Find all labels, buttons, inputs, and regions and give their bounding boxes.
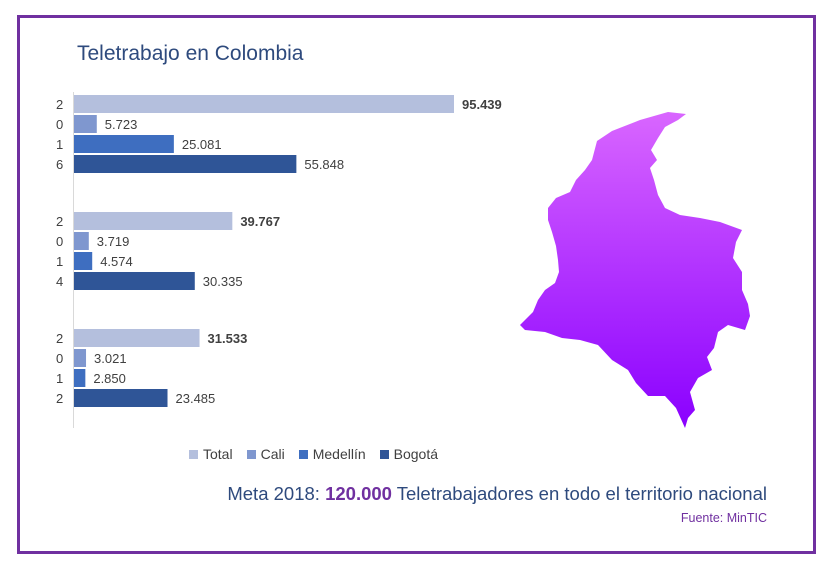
source-note: Fuente: MinTIC (680, 511, 767, 525)
data-label-total-group-3: 31.533 (208, 331, 248, 346)
data-label-cali-group-2: 3.719 (97, 234, 130, 249)
data-label-cali-group-1: 5.723 (105, 117, 138, 132)
data-label-total-group-2: 39.767 (240, 214, 280, 229)
data-label-total-group-1: 95.439 (462, 97, 502, 112)
legend-swatch-total (189, 449, 198, 459)
bar-bogota-group-2 (74, 272, 195, 290)
legend-item-bogota: Bogotá (379, 446, 438, 462)
y-tick-label: 2 (56, 214, 63, 229)
data-label-bogota-group-2: 30.335 (203, 274, 243, 289)
y-tick-label: 2 (56, 97, 63, 112)
data-label-medellin-group-3: 2.850 (93, 371, 126, 386)
legend-swatch-medellin (298, 449, 308, 459)
y-tick-label: 0 (56, 117, 63, 132)
data-label-cali-group-3: 3.021 (94, 351, 127, 366)
legend-label-total: Total (203, 446, 233, 462)
legend-label-cali: Cali (260, 446, 285, 462)
bar-medellin-group-3 (74, 369, 86, 387)
bar-bogota-group-3 (74, 389, 168, 407)
y-tick-label: 0 (56, 351, 63, 366)
chart-legend: Total Cali Medellín Bogotá (189, 446, 438, 462)
legend-item-total: Total (189, 446, 233, 462)
y-tick-label: 2 (56, 391, 63, 406)
y-tick-label: 2 (56, 331, 63, 346)
bar-medellin-group-2 (74, 252, 93, 270)
y-tick-label: 4 (56, 274, 63, 289)
goal-suffix: Teletrabajadores en todo el territorio n… (396, 483, 767, 504)
legend-item-medellin: Medellín (298, 446, 366, 462)
y-tick-label: 6 (56, 157, 63, 172)
bar-medellin-group-1 (74, 135, 174, 153)
legend-swatch-bogota (379, 449, 389, 459)
data-label-medellin-group-1: 25.081 (182, 137, 222, 152)
data-label-bogota-group-3: 23.485 (176, 391, 216, 406)
y-tick-label: 1 (56, 371, 63, 386)
y-tick-label: 1 (56, 254, 63, 269)
legend-label-medellin: Medellín (312, 446, 366, 462)
chart-title: Teletrabajo en Colombia (77, 42, 304, 65)
legend-swatch-cali (246, 449, 256, 459)
bar-bogota-group-1 (74, 155, 297, 173)
bar-total-group-1 (74, 95, 454, 113)
y-tick-label: 0 (56, 234, 63, 249)
y-tick-label: 1 (56, 137, 63, 152)
bar-cali-group-1 (74, 115, 97, 133)
colombia-map (520, 112, 750, 428)
goal-number: 120.000 (325, 483, 392, 504)
data-label-bogota-group-1: 55.848 (304, 157, 344, 172)
bar-cali-group-2 (74, 232, 89, 250)
legend-item-cali: Cali (246, 446, 285, 462)
data-label-medellin-group-2: 4.574 (100, 254, 133, 269)
legend-label-bogota: Bogotá (393, 446, 438, 462)
bar-total-group-2 (74, 212, 233, 230)
bar-total-group-3 (74, 329, 200, 347)
bar-cali-group-3 (74, 349, 87, 367)
goal-statement: Meta 2018: 120.000 Teletrabajadores en t… (227, 483, 767, 505)
goal-prefix: Meta 2018: (227, 483, 320, 504)
